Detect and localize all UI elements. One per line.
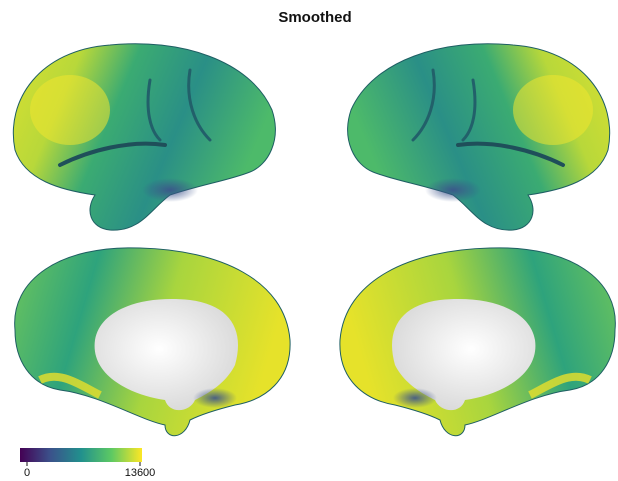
brain-lateral-left <box>11 41 278 233</box>
brain-lateral-right <box>345 41 612 233</box>
brain-medial-left <box>15 248 290 436</box>
figure-title: Smoothed <box>278 9 351 26</box>
colorbar-min-label: 0 <box>24 467 30 479</box>
brain-medial-right <box>340 248 615 436</box>
colorbar-max-label: 13600 <box>125 467 156 479</box>
colorbar <box>20 448 142 462</box>
